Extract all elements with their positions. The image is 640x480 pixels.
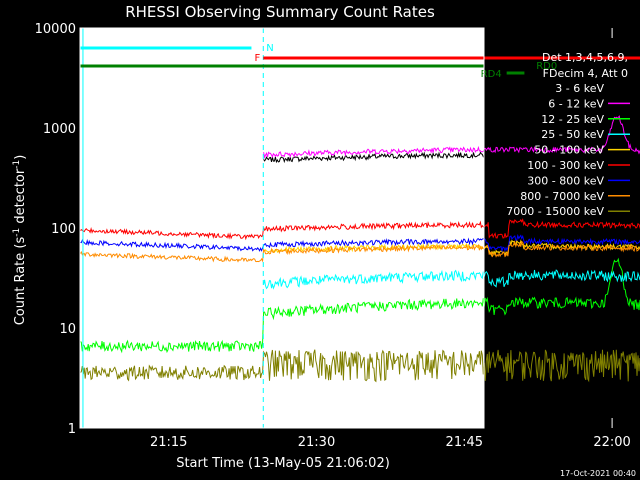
y-label-part-3: ) <box>13 155 28 160</box>
series-line-800-7000-kev <box>79 240 640 263</box>
y-tick-label: 10000 <box>35 22 76 37</box>
x-tick-label: 21:15 <box>150 435 187 450</box>
x-axis-label: Start Time (13-May-05 21:06:02) <box>176 456 390 471</box>
legend-label-50-100-kev: 50 - 100 keV <box>534 144 604 157</box>
y-label-part-1: Count Rate (s <box>13 237 28 326</box>
series-line-6-12-kev <box>263 115 640 159</box>
x-tick-label: 22:00 <box>593 435 630 450</box>
legend-label-12-25-kev: 12 - 25 keV <box>541 113 604 126</box>
series-line-300-800-kev <box>80 233 640 253</box>
series-line-7000-15000-kev <box>80 349 640 383</box>
series-line-12-25-kev <box>80 257 640 354</box>
y-label-sup-1: -1 <box>12 228 22 237</box>
legend-label-7000-15000-kev: 7000 - 15000 keV <box>506 205 604 218</box>
y-tick-label: 1 <box>68 422 76 437</box>
flag-label-rd4: RD4 <box>481 69 502 80</box>
legend-label-6-12-kev: 6 - 12 keV <box>548 97 604 110</box>
y-axis-label: Count Rate (s-1 detector-1) <box>12 155 28 326</box>
x-tick-label: 21:45 <box>446 435 483 450</box>
y-tick-label: 10 <box>59 322 76 337</box>
series-line-25-50-kev <box>263 269 640 290</box>
legend-header-1: Det 1,3,4,5,6,9, <box>542 51 628 64</box>
footer-date: 17-Oct-2021 00:40 <box>560 469 636 478</box>
legend: Det 1,3,4,5,6,9, FDecim 4, Att 0 3 - 6 k… <box>506 51 630 218</box>
legend-label-800-7000-kev: 800 - 7000 keV <box>520 190 604 203</box>
legend-label-300-800-kev: 300 - 800 keV <box>527 174 604 187</box>
flag-label-rd0: RD0 <box>536 61 557 72</box>
plot-series <box>79 115 640 383</box>
legend-header-2: FDecim 4, Att 0 <box>543 67 628 80</box>
y-label-sup-2: -1 <box>12 160 22 169</box>
x-tick-label: 21:30 <box>298 435 335 450</box>
y-label-part-2: detector <box>13 168 28 228</box>
plot-flag-bars: NFSRD0RD4 <box>80 28 640 428</box>
plot-frame <box>79 27 485 429</box>
flag-label-f: F <box>255 53 261 64</box>
y-tick-label: 1000 <box>43 122 76 137</box>
flag-label-n: N <box>266 43 273 54</box>
legend-label-100-300-kev: 100 - 300 keV <box>527 159 604 172</box>
chart-title: RHESSI Observing Summary Count Rates <box>125 3 435 21</box>
legend-label-25-50-kev: 25 - 50 keV <box>541 128 604 141</box>
legend-label-3-6-kev: 3 - 6 keV <box>555 82 604 95</box>
y-tick-label: 100 <box>51 222 76 237</box>
series-line-3-6-kev <box>263 135 640 164</box>
series-line-100-300-kev <box>79 218 640 241</box>
